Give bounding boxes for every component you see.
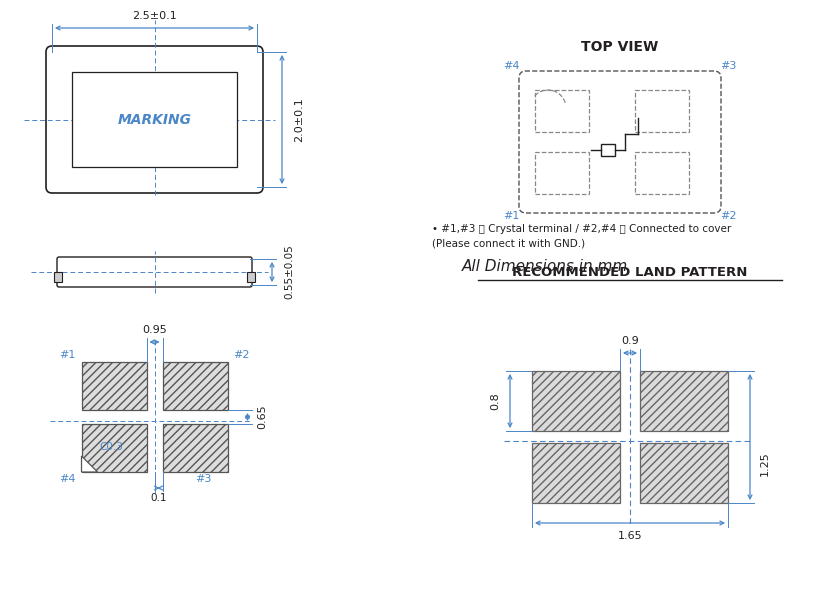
- Text: 0.55±0.05: 0.55±0.05: [284, 244, 294, 299]
- Text: #3: #3: [720, 61, 737, 71]
- Text: #2: #2: [720, 211, 737, 221]
- Bar: [81, 424, 146, 472]
- Text: MARKING: MARKING: [118, 113, 191, 126]
- Text: 1.65: 1.65: [618, 531, 642, 541]
- FancyBboxPatch shape: [519, 71, 721, 213]
- Polygon shape: [81, 456, 98, 472]
- FancyBboxPatch shape: [57, 257, 252, 287]
- Text: TOP VIEW: TOP VIEW: [581, 40, 659, 54]
- Text: (Please connect it with GND.): (Please connect it with GND.): [432, 239, 585, 249]
- Text: #1: #1: [59, 350, 75, 360]
- Text: 0.95: 0.95: [142, 325, 167, 335]
- Text: • #1,#3 ： Crystal terminal / #2,#4 ： Connected to cover: • #1,#3 ： Crystal terminal / #2,#4 ： Con…: [432, 224, 732, 234]
- Text: 1.25: 1.25: [760, 452, 770, 476]
- Bar: [162, 362, 227, 410]
- Text: 0.1: 0.1: [150, 493, 166, 503]
- FancyBboxPatch shape: [46, 46, 263, 193]
- Text: #4: #4: [59, 474, 75, 484]
- Text: All Dimensions in mm: All Dimensions in mm: [461, 259, 628, 274]
- Bar: [640, 371, 728, 431]
- Bar: [635, 90, 689, 132]
- Bar: [81, 362, 146, 410]
- Bar: [532, 443, 620, 503]
- Bar: [635, 152, 689, 194]
- Text: 0.9: 0.9: [621, 336, 639, 346]
- Text: 0.8: 0.8: [490, 392, 500, 410]
- Bar: [535, 90, 589, 132]
- Bar: [162, 424, 227, 472]
- Bar: [532, 371, 620, 431]
- Text: #3: #3: [195, 474, 212, 484]
- Text: #2: #2: [233, 350, 250, 360]
- Text: C0.3: C0.3: [99, 442, 124, 452]
- Text: 2.0±0.1: 2.0±0.1: [294, 97, 304, 142]
- Text: 2.5±0.1: 2.5±0.1: [132, 11, 177, 21]
- Bar: [601, 144, 615, 156]
- Text: 0.65: 0.65: [257, 405, 268, 429]
- Text: RECOMMENDED LAND PATTERN: RECOMMENDED LAND PATTERN: [512, 266, 747, 279]
- Bar: [640, 443, 728, 503]
- Text: #1: #1: [503, 211, 520, 221]
- Bar: [247, 272, 255, 282]
- Bar: [72, 72, 237, 167]
- Bar: [54, 272, 62, 282]
- Text: #4: #4: [503, 61, 520, 71]
- Bar: [535, 152, 589, 194]
